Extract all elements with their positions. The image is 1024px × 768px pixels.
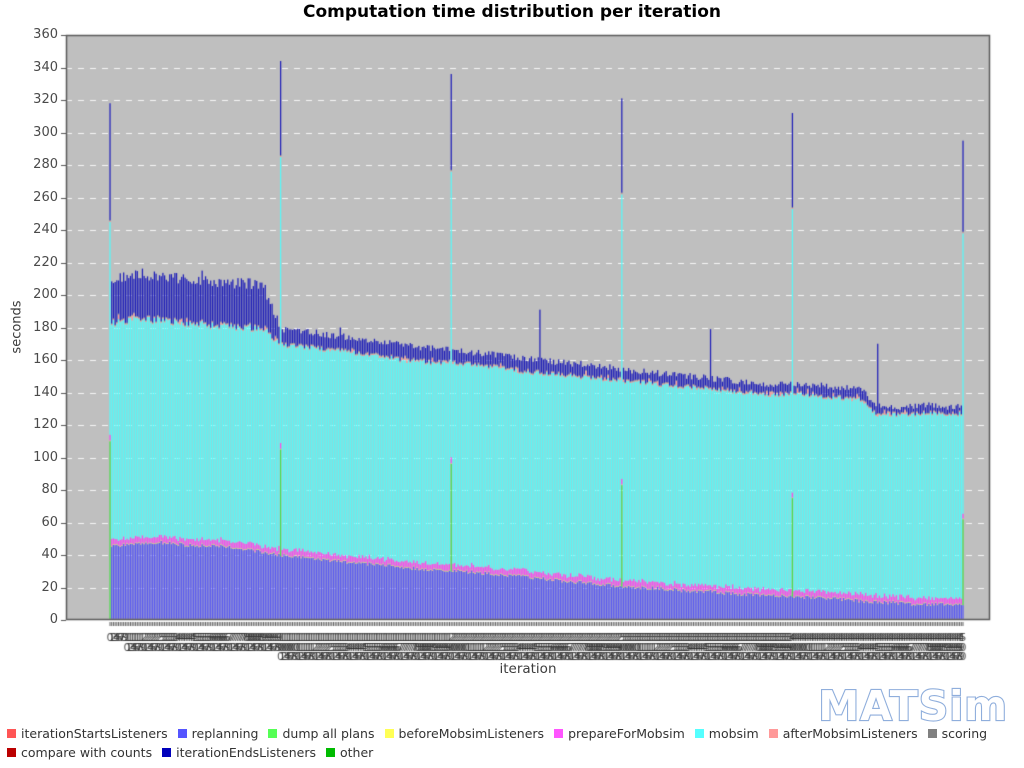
y-tick-label: 260 [33, 189, 58, 205]
legend-swatch-icon [268, 729, 278, 738]
legend-swatch-icon [927, 729, 937, 738]
legend-swatch-icon [7, 748, 16, 757]
matsim-watermark: MATSim [817, 681, 1008, 731]
y-tick-label: 0 [49, 612, 58, 627]
legend-label: mobsim [708, 726, 759, 741]
legend-swatch-icon [162, 748, 172, 757]
y-tick-label: 20 [41, 579, 58, 595]
legend: iterationStartsListeners replanning dump a… [7, 726, 987, 760]
y-tick-label: 120 [33, 417, 58, 432]
y-tick-label: 280 [33, 157, 58, 172]
y-tick-label: 60 [41, 514, 58, 530]
y-tick-label: 160 [33, 352, 58, 367]
legend-item: replanning [177, 726, 259, 741]
y-tick-label: 320 [33, 92, 58, 107]
y-tick-label: 140 [33, 384, 58, 400]
y-tick-label: 100 [33, 449, 58, 465]
legend-item: scoring [927, 726, 988, 741]
legend-item: dump all plans [268, 726, 375, 741]
legend-label: scoring [941, 726, 988, 741]
plot-area [0, 0, 1024, 680]
legend-swatch-icon [694, 729, 704, 738]
legend-item: mobsim [694, 726, 759, 741]
legend-swatch-icon [554, 729, 564, 738]
x-axis-label: iteration [499, 661, 557, 677]
y-tick-label: 40 [41, 547, 58, 562]
y-tick-label: 200 [33, 287, 58, 302]
legend-label: beforeMobsimListeners [398, 726, 545, 741]
legend-row: compare with counts iterationEndsListener… [7, 745, 987, 760]
legend-label: afterMobsimListeners [782, 726, 918, 741]
legend-label: replanning [191, 726, 259, 741]
y-tick-label: 340 [33, 59, 58, 75]
legend-swatch-icon [384, 729, 394, 738]
legend-swatch-icon [325, 748, 335, 757]
legend-label: dump all plans [282, 726, 375, 741]
legend-item: beforeMobsimListeners [384, 726, 545, 741]
legend-label: iterationStartsListeners [21, 726, 168, 741]
legend-row: iterationStartsListeners replanning dump a… [7, 726, 987, 741]
y-tick-label: 300 [33, 124, 58, 140]
y-tick-label: 220 [33, 254, 58, 270]
legend-item: other [325, 745, 374, 760]
legend-label: iterationEndsListeners [176, 745, 316, 760]
legend-label: other [339, 745, 374, 760]
legend-item: iterationStartsListeners [7, 726, 168, 741]
y-tick-label: 180 [33, 319, 58, 335]
legend-item: compare with counts [7, 745, 152, 760]
legend-swatch-icon [177, 729, 187, 738]
y-tick-label: 360 [33, 27, 58, 42]
legend-label: compare with counts [21, 745, 153, 760]
legend-item: prepareForMobsim [554, 726, 685, 741]
legend-swatch-icon [7, 729, 16, 738]
legend-item: iterationEndsListeners [162, 745, 316, 760]
legend-item: afterMobsimListeners [768, 726, 918, 741]
legend-label: prepareForMobsim [568, 726, 685, 741]
legend-swatch-icon [768, 729, 778, 738]
y-tick-label: 240 [33, 222, 58, 237]
y-axis-label: seconds [9, 300, 25, 354]
y-tick-label: 80 [41, 482, 58, 497]
